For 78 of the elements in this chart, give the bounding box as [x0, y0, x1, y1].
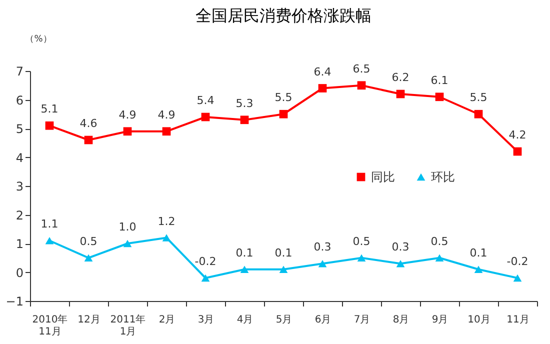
- point: [435, 254, 444, 262]
- point: [279, 266, 288, 273]
- y-tick-label: 0: [16, 266, 24, 280]
- point: [396, 90, 405, 98]
- point: [162, 234, 171, 242]
- legend-label: 环比: [431, 170, 455, 184]
- point: [84, 254, 93, 262]
- data-label: 0.1: [236, 246, 254, 260]
- y-tick-label: 4: [16, 150, 24, 165]
- data-label: 0.3: [314, 240, 332, 254]
- y-tick-label: 1: [16, 237, 24, 251]
- point: [240, 266, 249, 273]
- data-label: 1.2: [158, 214, 176, 228]
- data-label: -0.2: [506, 255, 528, 268]
- x-tick-label: 2月: [158, 314, 176, 326]
- data-label: 6.1: [430, 74, 448, 87]
- point: [123, 127, 132, 136]
- x-tick-label: 2010年 11月: [32, 314, 68, 338]
- x-tick-label: 2011年 1月: [110, 314, 146, 338]
- point: [396, 260, 405, 268]
- point: [357, 254, 366, 262]
- data-label: 5.4: [196, 94, 214, 107]
- x-tick-label: 9月: [432, 314, 448, 326]
- x-tick-label: 7月: [354, 314, 370, 326]
- point: [201, 112, 210, 122]
- data-label: 4.2: [508, 128, 526, 142]
- point: [474, 110, 483, 118]
- legend-label: 同比: [371, 170, 395, 184]
- point: [123, 240, 132, 248]
- x-tick-label: 5月: [276, 314, 292, 326]
- data-label: 5.1: [40, 102, 58, 116]
- data-label: 0.5: [352, 234, 370, 248]
- data-label: 4.6: [80, 117, 98, 130]
- data-label: 4.9: [158, 108, 176, 122]
- chart-title: 全国居民消费价格涨跌幅: [196, 6, 372, 25]
- y-tick-label: −1: [6, 294, 24, 308]
- data-label: 6.2: [392, 71, 410, 84]
- data-label: 5.5: [470, 91, 488, 104]
- data-label: 6.4: [314, 65, 332, 78]
- point: [162, 127, 171, 136]
- x-tick-label: 10月: [468, 314, 490, 326]
- x-tick-label: 3月: [198, 314, 214, 326]
- point: [435, 92, 444, 102]
- data-label: 5.3: [236, 96, 254, 110]
- point: [45, 121, 54, 130]
- y-tick-label: 5: [16, 122, 24, 136]
- y-tick-label: 7: [16, 64, 24, 78]
- point: [279, 110, 288, 118]
- x-tick-label: 11月: [506, 314, 530, 326]
- data-label: 5.5: [274, 91, 292, 104]
- point: [45, 237, 54, 244]
- data-label: 6.5: [352, 62, 370, 76]
- y-axis-title: （%）: [25, 34, 52, 44]
- point: [84, 136, 93, 144]
- point: [513, 274, 522, 282]
- point: [201, 274, 210, 282]
- data-label: 4.9: [118, 108, 136, 122]
- point: [474, 266, 483, 273]
- x-tick-label: 4月: [236, 314, 254, 326]
- x-tick-label: 6月: [314, 314, 332, 326]
- point: [240, 116, 249, 124]
- point: [357, 81, 366, 90]
- y-tick-label: 2: [16, 208, 24, 222]
- x-tick-label: 12月: [78, 314, 100, 326]
- data-label: 1.1: [40, 218, 58, 231]
- data-label: -0.2: [194, 255, 216, 268]
- x-tick-label: 8月: [392, 314, 410, 326]
- data-label: 0.3: [392, 240, 410, 254]
- data-label: 0.5: [430, 234, 448, 248]
- y-tick-label: 3: [16, 180, 24, 194]
- data-label: 0.5: [80, 234, 98, 248]
- data-label: 0.1: [470, 246, 488, 260]
- point: [513, 147, 522, 156]
- y-tick-label: 6: [16, 93, 24, 108]
- point: [318, 84, 327, 92]
- data-label: 0.1: [274, 246, 292, 260]
- data-label: 1.0: [118, 220, 136, 234]
- point: [318, 260, 327, 268]
